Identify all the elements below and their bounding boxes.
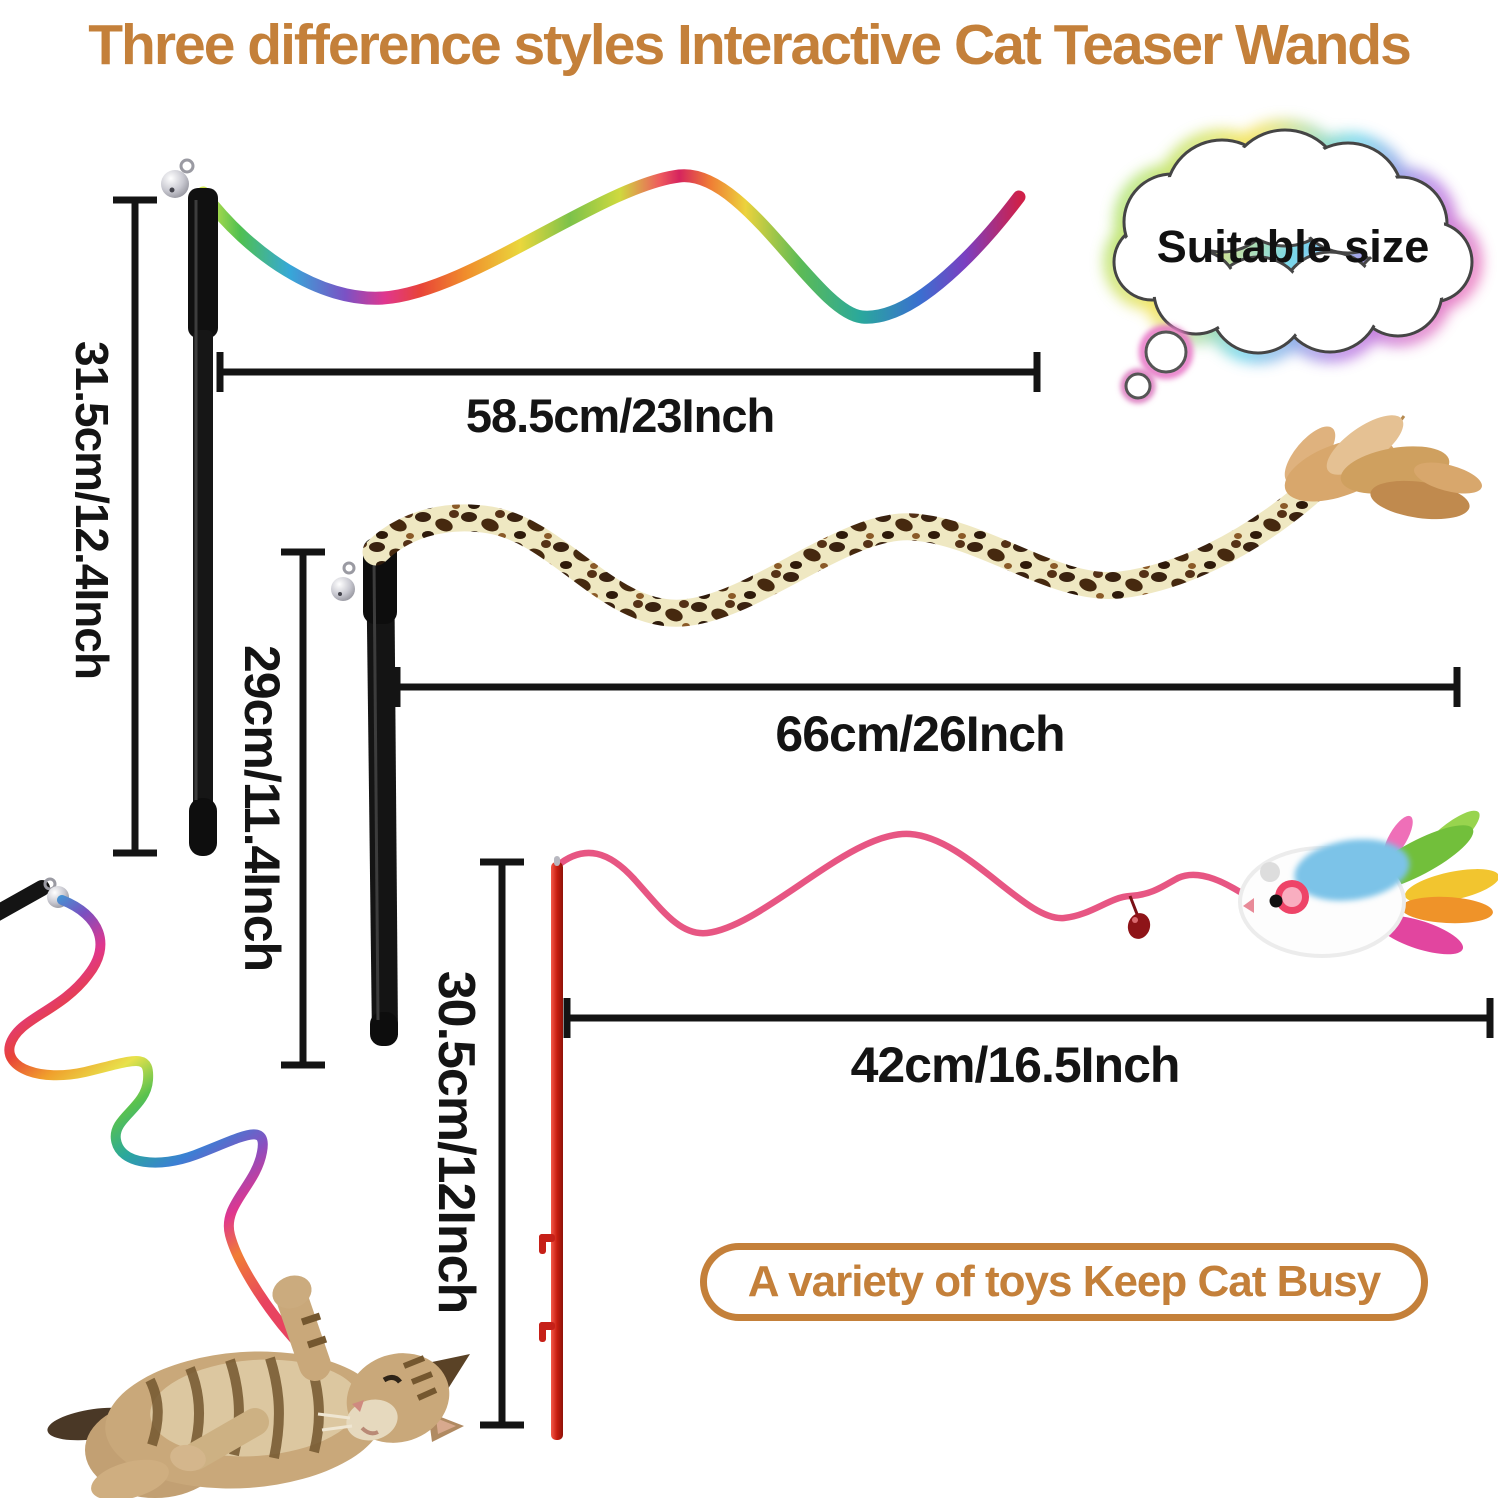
cat-front-leg-folded <box>170 1408 269 1472</box>
wand1-stick-measure-line <box>113 196 157 857</box>
thought-bubble <box>1104 120 1482 403</box>
wand1-toy-length-label: 58.5cm/23Inch <box>465 389 775 442</box>
slogan-badge: A variety of toys Keep Cat Busy <box>700 1243 1428 1321</box>
thought-bubble-dots <box>1121 325 1193 403</box>
mouse-nose <box>1243 898 1254 913</box>
wand3-stick-length-label: 30.5cm/12Inch <box>427 970 485 1314</box>
pink-string <box>553 830 1252 937</box>
cat-eye <box>382 1374 402 1384</box>
wand2-stick-measure-line <box>281 548 325 1069</box>
mouse-blue-patch <box>1294 839 1410 901</box>
wand2-toy-length-label: 66cm/26Inch <box>775 706 1065 762</box>
slogan-label: A variety of toys Keep Cat Busy <box>747 1257 1381 1306</box>
cat-ear <box>432 1354 470 1392</box>
thought-bubble-label: Suitable size <box>1156 221 1430 272</box>
cat-head <box>317 1353 470 1443</box>
wand2-toy-measure-line <box>393 667 1461 707</box>
wand2-leopard-snake <box>331 415 1482 1046</box>
page-title: Three difference styles Interactive Cat … <box>88 13 1412 77</box>
wand3-stick <box>539 856 563 1440</box>
leopard-band <box>362 456 1346 627</box>
wand2-feathers <box>1284 415 1482 520</box>
wand3-mouse-teaser <box>539 810 1498 1440</box>
string-bell-charm <box>1127 895 1151 939</box>
wand3-toy-length-label: 42cm/16.5Inch <box>850 1037 1181 1093</box>
wand2-stick-length-label: 29cm/11.4Inch <box>234 644 290 972</box>
mouse-feather-tail <box>1362 810 1498 955</box>
mouse-eye <box>1269 894 1283 908</box>
wand1-bell <box>161 158 195 198</box>
mouse-ear <box>1260 862 1280 882</box>
mouse-toy <box>1238 810 1498 958</box>
wand1-stick-length-label: 31.5cm/12.4Inch <box>66 341 118 679</box>
cat-hind-paw <box>91 1459 169 1498</box>
wand2-bell <box>331 561 356 601</box>
wand1-rainbow-ribbon <box>161 158 1026 856</box>
wand1-toy-measure-line <box>216 352 1041 392</box>
wand1-stick <box>188 188 218 856</box>
wand2-stick <box>363 538 398 1046</box>
playing-cat <box>47 1275 470 1498</box>
rainbow-ribbon <box>196 169 1026 324</box>
wand3-stick-measure-line <box>480 858 524 1429</box>
cat-front-leg-raised <box>272 1275 331 1381</box>
wand3-toy-measure-line <box>563 998 1494 1038</box>
cat-nose <box>352 1400 364 1412</box>
corner-rainbow-ribbon <box>4 895 311 1357</box>
